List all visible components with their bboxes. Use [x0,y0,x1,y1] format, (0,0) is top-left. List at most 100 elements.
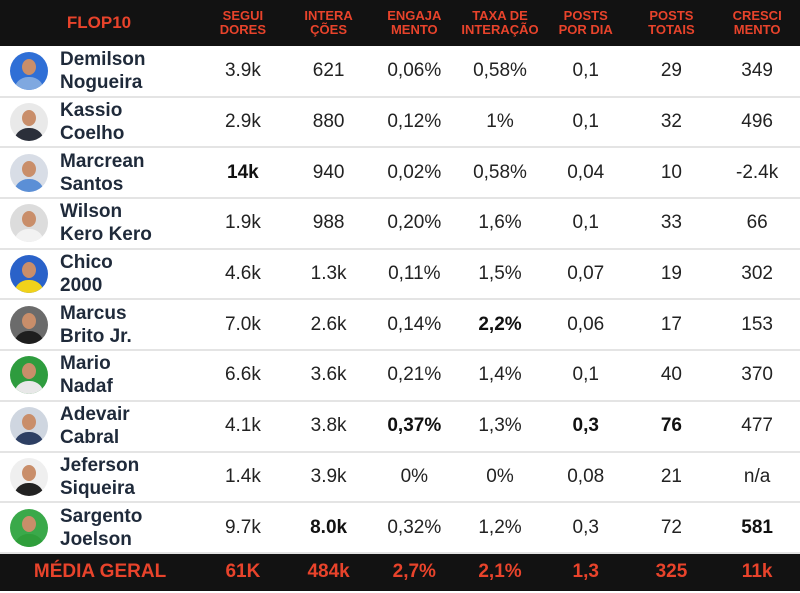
table-row: Jeferson Siqueira 1.4k 3.9k 0% 0% 0,08 21 n/a [0,451,800,503]
footer-cell: 484k [307,561,350,583]
table-cell: 0,37% [387,415,442,437]
politician-name: Sargento Joelson [60,505,143,550]
table-cell: 10 [660,161,682,183]
col-header-posts-por-dia: POSTS POR DIA [558,8,613,37]
table-cell: 0,02% [387,161,442,183]
avatar [10,153,48,192]
table-cell: 581 [741,516,773,538]
table-cell: 21 [660,465,682,487]
table-row: Adevair Cabral 4.1k 3.8k 0,37% 1,3% 0,3 76 477 [0,400,800,452]
table-cell: 40 [660,364,682,386]
avatar [10,407,48,446]
table-cell: 988 [312,212,345,234]
table-cell: 0,1 [572,212,599,234]
table-cell: 0,3 [572,415,599,437]
table-cell: 32 [660,111,682,133]
col-header-engajamento: ENGAJA MENTO [387,8,442,37]
table-cell: 3.9k [224,59,261,81]
politician-cell: Demilson Nogueira [0,46,200,97]
col-header-taxa-interacao: TAXA DE INTERAÇÃO [461,8,539,37]
politician-name: Chico 2000 [60,252,113,297]
table-cell: 2,2% [478,313,522,335]
table-cell: 302 [741,263,773,285]
table-cell: 0,14% [387,313,442,335]
table-row: Marcrean Santos 14k 940 0,02% 0,58% 0,04 10 -2.… [0,147,800,199]
footer-cell: 1,3 [572,561,599,583]
table-cell: 14k [227,161,259,183]
footer-cell: 2,7% [392,561,436,583]
table-cell: 1,3% [478,415,522,437]
table-cell: 72 [660,516,682,538]
table-row: Demilson Nogueira 3.9k 621 0,06% 0,58% 0,1 29 3… [0,46,800,97]
table-cell: 1,6% [478,212,522,234]
table-cell: 3.9k [310,465,347,487]
politician-name: Adevair Cabral [60,404,130,449]
table-cell: 9.7k [224,516,261,538]
table-cell: 370 [741,364,773,386]
table-row: Mario Nadaf 6.6k 3.6k 0,21% 1,4% 0,1 40 370 [0,350,800,401]
table-cell: 33 [660,212,682,234]
table-cell: 496 [741,111,773,133]
footer-cell: 11k [741,561,773,583]
table-cell: 6.6k [224,364,261,386]
politician-name: Marcus Brito Jr. [60,302,132,347]
table-cell: 19 [660,263,682,285]
table-row: Kassio Coelho 2.9k 880 0,12% 1% 0,1 32 496 [0,96,800,148]
table-cell: 880 [312,111,345,133]
table-cell: 153 [741,313,773,335]
politician-cell: Mario Nadaf [0,350,200,401]
table-cell: 8.0k [310,516,348,538]
table-cell: 0,06 [567,313,605,335]
politician-name: Kassio Coelho [60,100,125,145]
header-row: FLOP10 SEGUI DORES INTERA ÇÕES ENGAJA ME… [0,0,800,46]
table-cell: 0,3 [572,516,599,538]
table-cell: -2.4k [736,161,779,183]
avatar [10,255,48,294]
avatar [10,103,48,142]
footer-label: MÉDIA GERAL [33,561,167,583]
politician-name: Wilson Kero Kero [60,201,152,246]
table-cell: 0,04 [567,161,605,183]
col-header-posts-totais: POSTS TOTAIS [648,8,695,37]
table-cell: 1,5% [478,263,522,285]
table-cell: 940 [312,161,345,183]
table-cell: 0,07 [567,263,605,285]
footer-cell: 325 [655,561,688,583]
col-header-seguidores: SEGUI DORES [219,8,267,37]
table-cell: 0,58% [473,161,527,183]
avatar [10,457,48,496]
table-cell: 76 [660,415,682,437]
politician-cell: Marcrean Santos [0,147,200,198]
table-cell: 0% [486,465,514,487]
avatar [10,305,48,344]
politician-cell: Sargento Joelson [0,502,200,553]
table-cell: 0,08 [567,465,605,487]
politician-cell: Adevair Cabral [0,401,200,452]
politician-cell: Marcus Brito Jr. [0,299,200,350]
politician-name: Mario Nadaf [60,353,113,398]
table-cell: 2.9k [224,111,261,133]
footer-cell: 2,1% [478,561,522,583]
table-cell: 0% [400,465,429,487]
table-cell: 4.1k [224,415,261,437]
table-cell: 0,12% [387,111,442,133]
table-row: Marcus Brito Jr. 7.0k 2.6k 0,14% 2,2% 0,06 17 1… [0,299,800,351]
footer-row: MÉDIA GERAL 61K 484k 2,7% 2,1% 1,3 325 1… [0,552,800,591]
avatar [10,356,48,395]
table-cell: 1% [486,111,514,133]
table-cell: 17 [660,313,682,335]
politician-cell: Chico 2000 [0,249,200,300]
table-cell: 3.6k [310,364,347,386]
col-header-crescimento: CRESCI MENTO [732,8,782,37]
table-cell: 0,20% [387,212,442,234]
avatar [10,51,48,90]
col-header-interacoes: INTERA ÇÕES [304,8,353,37]
table-cell: 0,11% [388,263,441,285]
table-cell: 1.9k [224,212,261,234]
table-cell: 477 [741,415,773,437]
table-cell: 0,06% [387,59,442,81]
table-cell: 29 [660,59,682,81]
table-cell: 1.3k [310,263,347,285]
